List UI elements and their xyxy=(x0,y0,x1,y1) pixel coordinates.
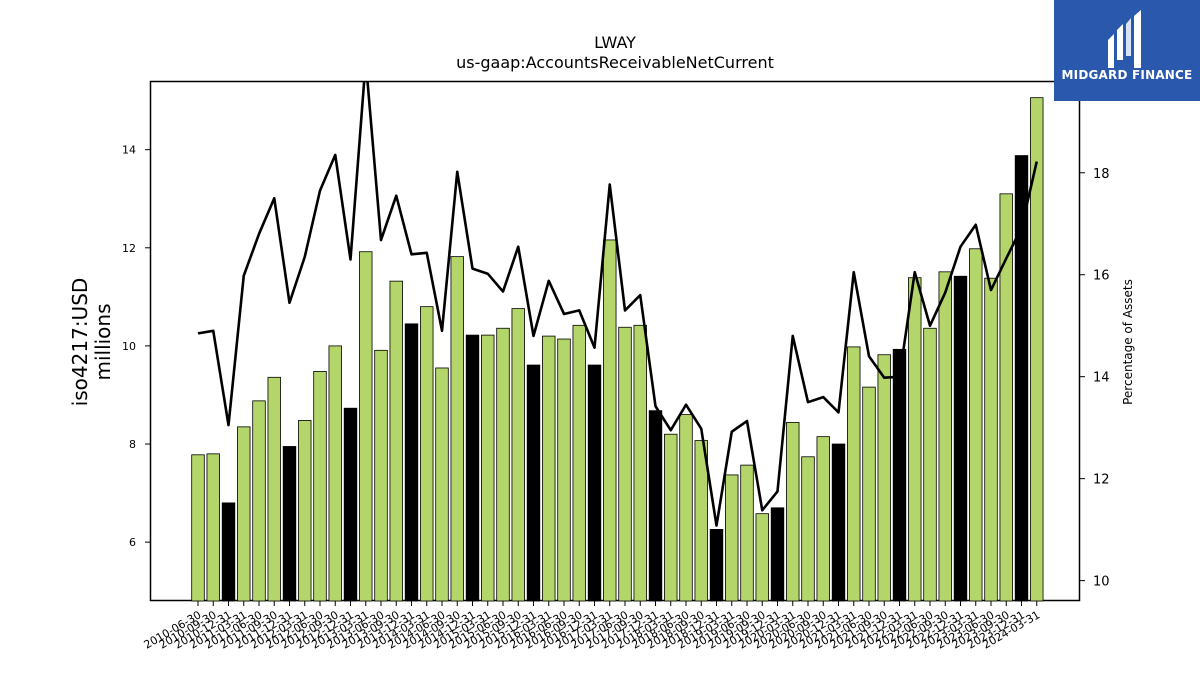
y-tick-label: 12 xyxy=(122,242,136,255)
bar-2010-06-30 xyxy=(191,454,205,602)
y-tick-label: 6 xyxy=(129,536,136,549)
y-axis-label-unit: iso4217:USD xyxy=(68,277,92,407)
bar-2021-06-30 xyxy=(862,386,876,602)
y2-tick-label: 14 xyxy=(1093,371,1110,386)
y2-tick-label: 16 xyxy=(1093,269,1110,284)
bar-2012-03-31 xyxy=(298,420,312,602)
bar-2013-03-31 xyxy=(359,251,373,602)
bar-2014-06-30 xyxy=(435,367,449,602)
bar-2023-09-30 xyxy=(999,193,1013,602)
bar-2021-03-31 xyxy=(847,346,861,602)
y-tick-label: 8 xyxy=(129,438,136,451)
bar-2022-09-30 xyxy=(938,271,952,602)
line-series xyxy=(197,81,1039,527)
bar-2019-06-30 xyxy=(740,464,754,602)
bar-2019-12-31 xyxy=(770,507,785,602)
bar-2013-06-30 xyxy=(374,349,388,602)
bar-2017-06-30 xyxy=(618,326,632,602)
bar-2011-12-31 xyxy=(282,446,297,602)
bar-2012-12-31 xyxy=(343,407,358,602)
y-axis-label-scale: millions xyxy=(91,303,115,381)
bar-2013-09-30 xyxy=(389,280,403,602)
bar-2015-12-31 xyxy=(526,364,541,602)
bar-2021-09-30 xyxy=(877,354,891,602)
bar-2020-12-31 xyxy=(831,443,846,602)
bar-2014-09-30 xyxy=(450,256,464,602)
bar-2011-06-30 xyxy=(252,400,266,602)
y2-tick-label: 12 xyxy=(1093,473,1110,488)
y-axis-left: 6 8 10 12 14 xyxy=(122,144,150,549)
bar-2017-03-31 xyxy=(603,239,617,602)
brand-logo-text: MIDGARD FINANCE xyxy=(1061,68,1193,82)
y2-axis-label: Percentage of Assets xyxy=(1121,279,1135,405)
bar-2011-03-31 xyxy=(237,426,251,602)
x-axis: 2010-06-302010-09-302010-12-312011-03-31… xyxy=(142,601,1042,652)
bar-2024-03-31 xyxy=(1030,97,1044,602)
y-axis-label: iso4217:USD millions xyxy=(68,277,115,407)
bar-2013-12-31 xyxy=(404,323,419,602)
bar-2022-06-30 xyxy=(923,327,937,602)
bar-2018-03-31 xyxy=(664,433,678,602)
bar-2016-03-31 xyxy=(542,335,556,602)
bar-2016-12-31 xyxy=(587,364,602,602)
bar-2012-09-30 xyxy=(328,345,342,602)
bar-2016-09-30 xyxy=(572,324,586,602)
bar-2012-06-30 xyxy=(313,371,327,602)
bar-2015-03-31 xyxy=(481,334,495,602)
bar-2018-06-30 xyxy=(679,414,693,602)
bar-2011-09-30 xyxy=(267,376,281,602)
chart-title: LWAY xyxy=(594,33,636,52)
bar-2022-12-31 xyxy=(953,275,968,602)
percentage-line xyxy=(197,81,1039,527)
bar-2010-09-30 xyxy=(206,453,220,602)
brand-logo: MIDGARD FINANCE xyxy=(1054,0,1200,101)
y2-tick-label: 18 xyxy=(1093,167,1110,182)
bar-series xyxy=(191,97,1044,602)
y-tick-label: 14 xyxy=(122,144,136,157)
bar-2014-12-31 xyxy=(465,334,480,602)
bar-2015-06-30 xyxy=(496,327,510,602)
y-tick-label: 10 xyxy=(122,340,136,353)
chart-subtitle: us-gaap:AccountsReceivableNetCurrent xyxy=(456,53,774,72)
bar-2017-09-30 xyxy=(633,324,647,602)
bar-2014-03-31 xyxy=(420,306,434,602)
bar-2019-09-30 xyxy=(755,513,769,602)
bar-2023-03-31 xyxy=(969,248,983,602)
bar-2020-06-30 xyxy=(801,456,815,602)
bar-2017-12-31 xyxy=(648,410,663,602)
y-axis-right: 10 12 14 16 18 xyxy=(1080,167,1110,590)
bar-2022-03-31 xyxy=(908,277,922,602)
bar-2021-12-31 xyxy=(892,348,907,602)
bar-2016-06-30 xyxy=(557,338,571,602)
bar-2019-03-31 xyxy=(725,474,739,602)
y2-tick-label: 10 xyxy=(1093,575,1110,590)
midgard-logo-icon xyxy=(1108,10,1141,68)
bar-2023-06-30 xyxy=(984,277,998,602)
bar-2020-03-31 xyxy=(786,422,800,602)
bar-2020-09-30 xyxy=(816,436,830,602)
bar-2015-09-30 xyxy=(511,308,525,602)
bar-2018-12-31 xyxy=(709,528,724,602)
bar-2010-12-31 xyxy=(221,502,236,602)
